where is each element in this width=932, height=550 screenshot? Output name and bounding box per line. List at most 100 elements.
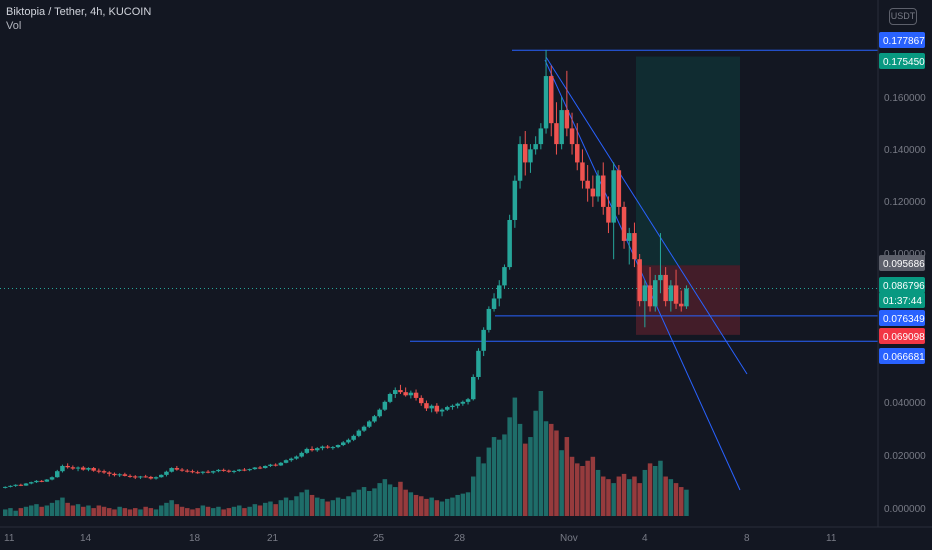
volume-bar <box>559 450 564 516</box>
candle-body <box>226 470 232 472</box>
price-label-bg <box>879 348 925 364</box>
volume-bar <box>91 508 96 516</box>
candle-body <box>23 483 29 486</box>
volume-bar <box>429 497 434 516</box>
volume-bar <box>658 460 663 516</box>
volume-bar <box>226 508 232 516</box>
candle-body <box>8 485 13 487</box>
candle-body <box>3 486 8 488</box>
volume-bar <box>668 479 674 516</box>
volume-bar <box>533 410 538 516</box>
candle-body <box>387 393 393 402</box>
candle-body <box>658 274 663 281</box>
volume-bar <box>70 505 76 516</box>
candle-body <box>413 392 419 398</box>
volume-bar <box>387 484 393 516</box>
volume-bar <box>549 423 554 516</box>
candle-body <box>55 471 60 478</box>
candle-body <box>49 477 55 480</box>
volume-bar <box>538 391 544 516</box>
volume-bar <box>283 497 289 516</box>
candle-body <box>642 285 648 302</box>
candle-body <box>621 206 627 241</box>
volume-bar <box>491 437 497 516</box>
volume-bar <box>606 479 611 516</box>
candle-body <box>263 465 268 469</box>
drawings[interactable] <box>0 49 878 491</box>
candle-body <box>299 452 304 457</box>
price-label: 0.069098 <box>883 332 925 343</box>
volume-bar <box>673 483 679 516</box>
volume-bar <box>133 508 138 516</box>
volume-bar <box>44 505 50 516</box>
volume-bar <box>159 505 164 516</box>
volume-bar <box>96 505 102 516</box>
candle-body <box>393 390 398 394</box>
volume-bar <box>398 481 403 516</box>
candle-body <box>523 144 528 163</box>
candle-body <box>372 416 377 422</box>
candle-body <box>398 390 403 393</box>
candle-body <box>668 285 674 302</box>
volume-bar <box>13 510 18 516</box>
volume-bar <box>382 479 388 516</box>
channel-upper-line <box>545 56 748 375</box>
x-tick-label: 28 <box>454 533 466 544</box>
candle-body <box>679 303 684 307</box>
volume-bar <box>242 508 247 516</box>
candle-body <box>101 471 107 473</box>
candle-body <box>434 405 440 412</box>
price-label-bg <box>879 277 925 293</box>
candle-body <box>611 170 616 223</box>
volume-bar <box>590 456 596 516</box>
volume-bar <box>497 439 502 516</box>
volume-bar <box>299 492 304 516</box>
volume-bar <box>507 417 512 516</box>
volume-bar <box>153 509 159 516</box>
volume-bar <box>112 509 117 516</box>
volume-bar <box>361 487 367 516</box>
candle-body <box>595 175 601 197</box>
x-tick-label: 11 <box>826 533 837 544</box>
candle-body <box>627 233 632 241</box>
candle-body <box>283 460 289 463</box>
candle-body <box>75 467 81 469</box>
price-label: 0.086796 <box>883 281 925 292</box>
volume-bar <box>616 476 622 516</box>
volume-bar <box>221 509 226 516</box>
candle-body <box>554 123 559 145</box>
candle-body <box>164 471 169 475</box>
currency-button[interactable]: USDT <box>889 8 917 25</box>
candle-body <box>65 465 70 468</box>
candle-body <box>195 472 200 474</box>
candle-body <box>663 274 668 302</box>
volume-bar <box>351 492 356 516</box>
price-label-bg <box>879 328 925 344</box>
volume-bar <box>455 494 460 516</box>
volume-bar <box>569 456 575 516</box>
volume-bar <box>601 476 606 516</box>
volume-bar <box>647 463 653 516</box>
y-tick-label: 0.120000 <box>884 197 926 208</box>
candle-body <box>549 76 554 124</box>
candle-body <box>590 188 596 197</box>
candle-body <box>455 403 460 406</box>
volume-bar <box>523 443 528 516</box>
volume-bar <box>512 397 518 516</box>
volume-bar <box>101 506 107 516</box>
volume-bar <box>632 476 637 516</box>
volume-bar <box>684 489 689 516</box>
volume-bar <box>205 506 211 516</box>
volume-bar <box>294 496 299 516</box>
candle-body <box>221 469 226 471</box>
volume-bar <box>595 469 601 516</box>
candle-body <box>242 469 247 471</box>
candle-body <box>18 484 24 486</box>
x-tick-label: 21 <box>267 533 279 544</box>
candle-body <box>268 464 273 466</box>
candle-body <box>465 399 471 402</box>
candle-body <box>70 467 76 469</box>
candle-body <box>460 401 466 404</box>
candle-body <box>673 285 679 304</box>
